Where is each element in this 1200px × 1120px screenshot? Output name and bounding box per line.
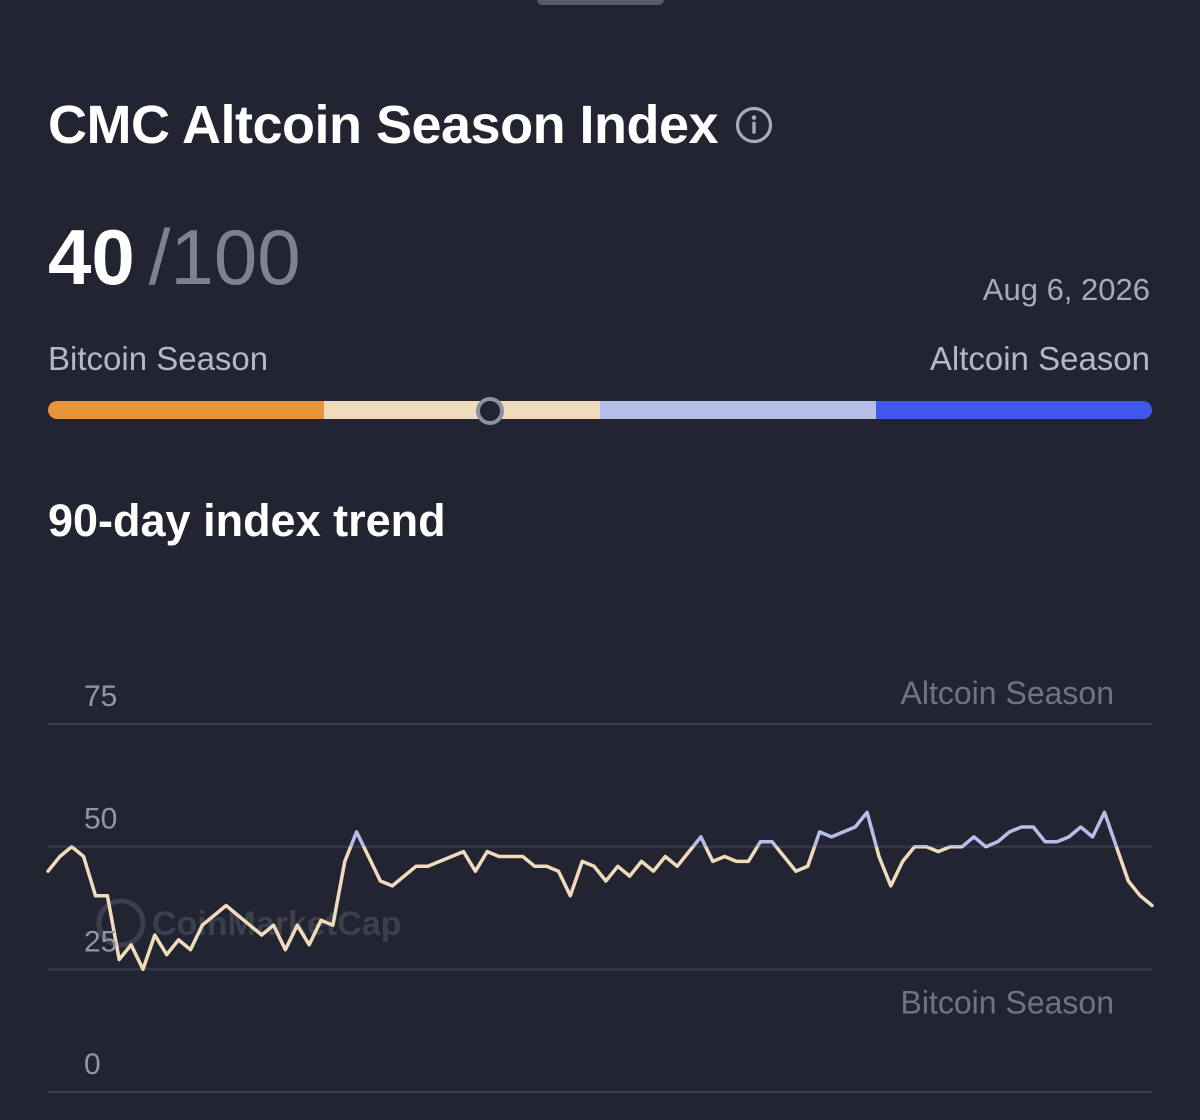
y-tick-label: 75: [84, 680, 117, 713]
index-date: Aug 6, 2026: [982, 272, 1150, 307]
season-gauge-bar: [48, 401, 1152, 419]
chart-labels: 75 50 25 0 Altcoin Season Bitcoin Season: [84, 675, 1114, 1081]
coinmarketcap-logo-icon: [96, 898, 146, 948]
score-max: /100: [148, 213, 301, 301]
header: CMC Altcoin Season Index: [48, 90, 774, 160]
chart-series: [46, 810, 1154, 972]
info-circle-icon[interactable]: [734, 105, 774, 145]
gauge-segment-bitcoin: [48, 401, 324, 419]
watermark-text: CoinMarketCap: [152, 905, 401, 943]
trend-title: 90-day index trend: [48, 495, 446, 546]
y-tick-label: 50: [84, 803, 117, 836]
coinmarketcap-watermark: CoinMarketCap: [96, 898, 401, 948]
y-tick-label: 0: [84, 1048, 101, 1081]
altcoin-season-label: Altcoin Season: [929, 340, 1150, 377]
series-line-altcoin-zone: [69, 810, 1119, 847]
page-title: CMC Altcoin Season Index: [48, 95, 719, 155]
series-line-bitcoin-zone: [46, 846, 1154, 972]
gauge-segment-altcoin: [876, 401, 1152, 419]
gauge-segment-altcoin-lean: [600, 401, 876, 419]
chart-grid: [48, 723, 1152, 1093]
bitcoin-season-label: Bitcoin Season: [48, 340, 269, 377]
gauge-segment-bitcoin-lean: [324, 401, 600, 419]
altcoin-season-zone-label: Altcoin Season: [901, 675, 1114, 711]
gauge-indicator: [475, 397, 504, 425]
bitcoin-season-zone-label: Bitcoin Season: [901, 984, 1114, 1020]
sheet-drag-handle[interactable]: [537, 0, 664, 5]
y-tick-label: 25: [84, 925, 117, 958]
score-value: 40: [48, 213, 135, 301]
index-score: 40 /100: [48, 212, 301, 312]
trend-chart[interactable]: CoinMarketCap 75 50 25 0 Altcoin Season Bitco…: [0, 640, 1200, 1120]
